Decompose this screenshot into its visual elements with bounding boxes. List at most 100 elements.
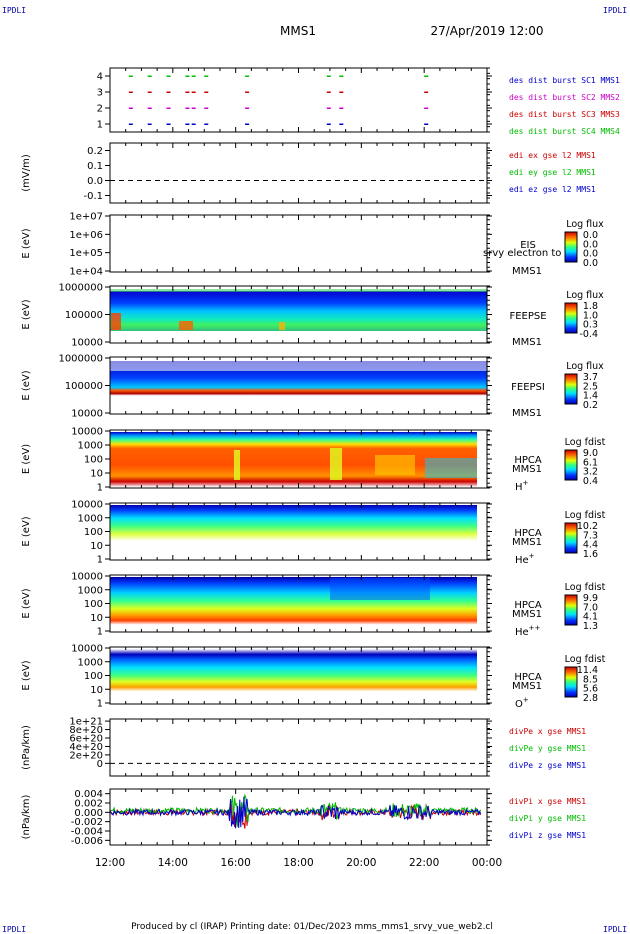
- burst-mark: [128, 91, 133, 93]
- burst-mark: [128, 123, 133, 125]
- burst-mark: [191, 75, 196, 77]
- burst-mark: [204, 123, 209, 125]
- time-tick-label: 20:00: [346, 857, 376, 869]
- y-tick-label: 8e+20: [69, 725, 103, 736]
- colorbar-title: Log flux: [566, 219, 604, 230]
- heplus-spectrogram: [110, 505, 477, 558]
- y-axis-label: (nPa/km): [21, 795, 32, 840]
- y-tick-label: 100000: [65, 381, 103, 392]
- time-tick-label: 22:00: [409, 857, 439, 869]
- colorbar-tick-label: 1.8: [583, 301, 598, 312]
- colorbar-tick-label: 0.0: [583, 249, 598, 260]
- spacecraft-label: MMS1: [512, 266, 542, 277]
- y-tick-label: 2: [97, 104, 103, 115]
- legend-entry: divPi y gse MMS1: [509, 814, 586, 823]
- panel-frame: [109, 142, 488, 204]
- y-tick-label: 1000: [78, 585, 103, 596]
- colorbar-title: Log fdist: [565, 510, 606, 521]
- spacecraft-label: MMS1: [512, 408, 542, 419]
- burst-mark: [245, 91, 250, 93]
- burst-mark: [185, 91, 190, 93]
- instrument-label: HPCA: [514, 672, 542, 683]
- y-tick-label: 10: [90, 613, 103, 624]
- spacecraft-label: MMS1: [512, 337, 542, 348]
- burst-mark: [128, 75, 133, 77]
- footer-credit: Produced by cl (IRAP) Printing date: 01/…: [131, 922, 493, 932]
- burst-mark: [147, 75, 152, 77]
- hplus-spectrogram: [110, 432, 477, 487]
- y-axis-label: E (eV): [21, 299, 32, 329]
- legend-entry: divPi x gse MMS1: [509, 797, 586, 806]
- burst-mark: [326, 107, 331, 109]
- time-tick-label: 16:00: [221, 857, 251, 869]
- y-tick-label: 1: [97, 483, 103, 494]
- colorbar-tick-label: 0.4: [583, 476, 598, 487]
- y-tick-label: 100: [84, 455, 103, 466]
- y-tick-label: 1: [97, 699, 103, 710]
- y-tick-label: 10: [90, 541, 103, 552]
- colorbar-tick-label: 2.5: [583, 381, 598, 392]
- y-tick-label: 4e+20: [69, 742, 103, 753]
- instrument-label: FEEPSI: [511, 382, 545, 393]
- y-tick-label: 1: [97, 120, 103, 131]
- burst-mark: [204, 91, 209, 93]
- y-tick-label: -0.004: [71, 827, 103, 838]
- burst-mark: [166, 75, 171, 77]
- colorbar-tick-label: 8.5: [583, 674, 598, 685]
- colorbar-tick-label: 4.1: [583, 612, 598, 623]
- colorbar-tick-label: 1.4: [583, 391, 598, 402]
- spacecraft-label: MMS1: [512, 609, 542, 620]
- y-tick-label: 100: [84, 671, 103, 682]
- y-tick-label: -0.1: [83, 191, 103, 202]
- species-label: He++: [515, 624, 541, 638]
- feepsi-spectrogram: [110, 361, 487, 409]
- legend-entry: divPe x gse MMS1: [509, 727, 586, 736]
- y-tick-label: 6e+20: [69, 734, 103, 745]
- y-tick-label: 1e+21: [69, 717, 103, 728]
- y-tick-label: 1: [97, 627, 103, 638]
- y-tick-label: 0.004: [74, 789, 103, 800]
- y-tick-label: 10000: [71, 338, 103, 349]
- time-tick-label: 18:00: [283, 857, 313, 869]
- y-tick-label: 0.000: [74, 808, 103, 819]
- corner-label-top-right: IPDLI: [603, 6, 627, 15]
- panel-3: 1e+07 1e+06 1e+05 1e+04 E (eV) EIS MMS1 srvy el…: [21, 212, 604, 278]
- burst-mark: [424, 107, 429, 109]
- legend-entry: edi ey gse l2 MMS1: [509, 168, 596, 177]
- y-axis-label: (mV/m): [21, 154, 32, 192]
- burst-mark: [147, 107, 152, 109]
- burst-mark: [191, 107, 196, 109]
- y-tick-label: -0.002: [71, 817, 103, 828]
- y-tick-label: 1000: [78, 441, 103, 452]
- burst-mark: [245, 75, 250, 77]
- burst-mark: [166, 91, 171, 93]
- y-tick-label: 3: [97, 88, 103, 99]
- spacecraft-label: MMS1: [512, 464, 542, 475]
- panel-frame: [109, 214, 488, 273]
- corner-label-bottom-right: IPDLI: [603, 925, 627, 934]
- y-tick-label: 10000: [71, 500, 103, 511]
- y-tick-label: 10: [90, 685, 103, 696]
- spacecraft-title: MMS1: [280, 24, 316, 38]
- oplus-spectrogram: [110, 649, 477, 702]
- y-tick-label: 100000: [65, 310, 103, 321]
- colorbar-tick-label: 4.4: [583, 540, 598, 551]
- colorbar-tick-label: 1.0: [583, 310, 598, 321]
- y-tick-label: 1e+07: [69, 212, 103, 223]
- burst-mark: [339, 123, 344, 125]
- burst-mark: [424, 91, 429, 93]
- y-tick-label: 100: [84, 599, 103, 610]
- panel-2: 0.2 0.1 0.0 -0.1 (mV/m) edi ex gse l2 MMS1 edi…: [21, 142, 596, 204]
- colorbar-title: Log flux: [566, 361, 604, 372]
- colorbar-tick-label: 6.1: [583, 457, 598, 468]
- colorbar-tick-label: 2.8: [583, 693, 598, 704]
- spacecraft-label: MMS1: [512, 681, 542, 692]
- colorbar-tick-label: 0.3: [583, 320, 598, 331]
- colorbar-tick-label: 1.3: [583, 621, 598, 632]
- y-tick-label: 10000: [71, 409, 103, 420]
